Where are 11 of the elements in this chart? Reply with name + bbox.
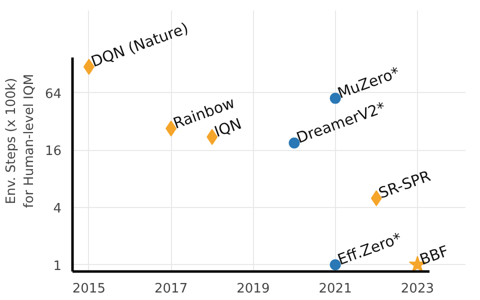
x-tick-label: 2021 bbox=[318, 282, 352, 296]
x-tick-label: 2015 bbox=[72, 282, 106, 296]
x-tick-label: 2017 bbox=[154, 282, 188, 296]
y-tick-label: 1 bbox=[53, 258, 62, 274]
x-tick-label: 2019 bbox=[236, 282, 270, 296]
y-tick-label: 16 bbox=[44, 144, 62, 160]
y-tick-label: 4 bbox=[53, 201, 62, 216]
annotation: BBF bbox=[417, 242, 451, 269]
y-tick-label: 64 bbox=[44, 86, 62, 102]
y-axis-title: Env. Steps (x 100k) for Human-level IQM bbox=[4, 74, 37, 208]
x-tick-label: 2023 bbox=[400, 282, 434, 296]
